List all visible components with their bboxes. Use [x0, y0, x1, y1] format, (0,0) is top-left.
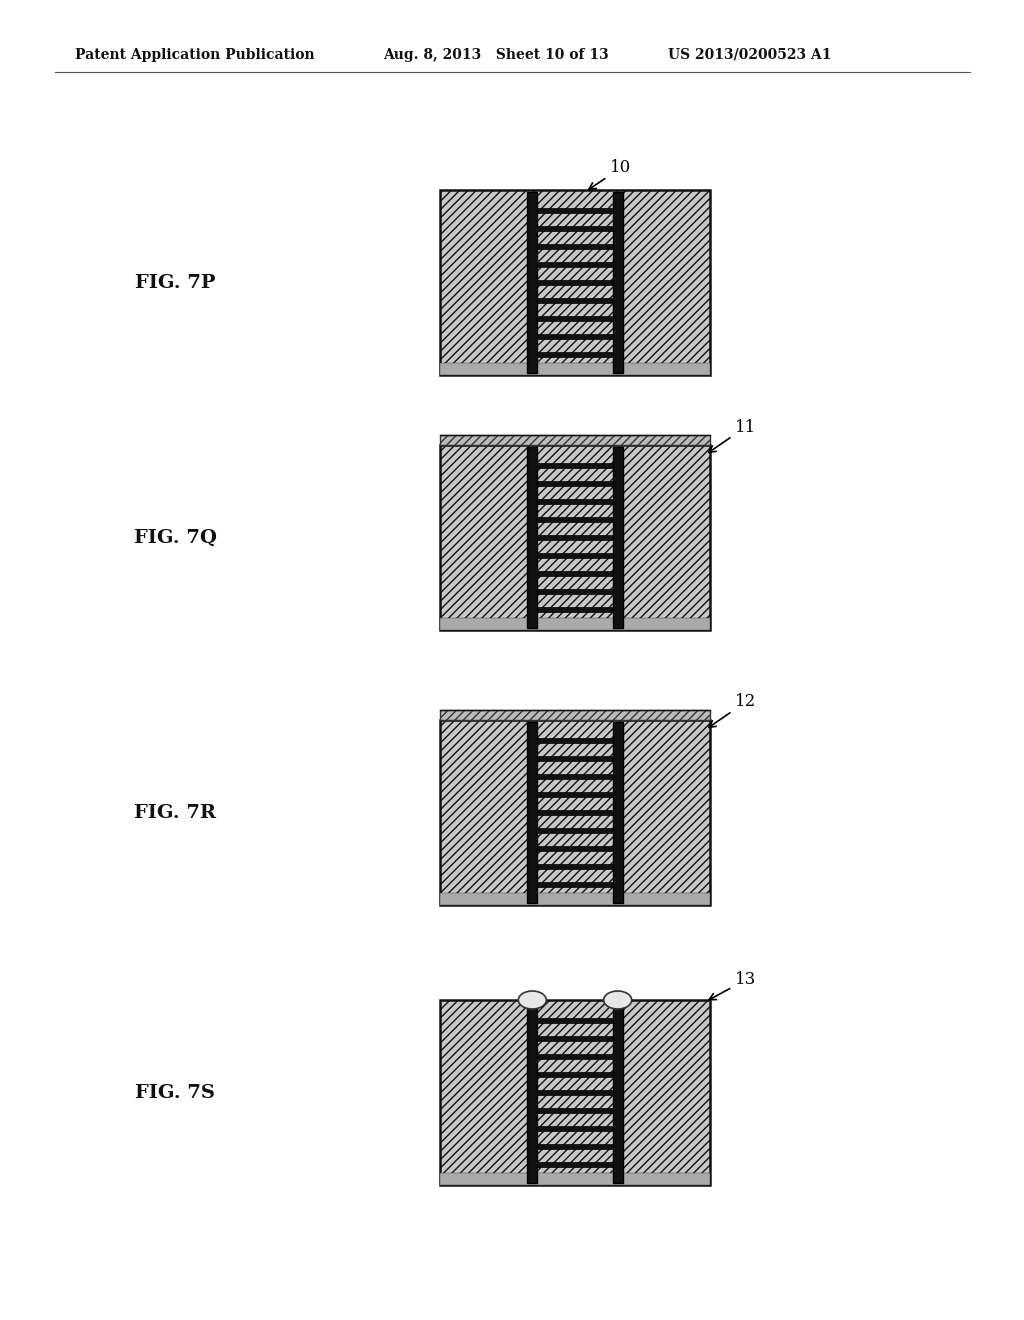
Bar: [440, 710, 710, 719]
Text: 12: 12: [709, 693, 757, 727]
Bar: [612, 1002, 623, 1183]
Text: FIG. 7P: FIG. 7P: [135, 273, 215, 292]
Bar: [440, 436, 710, 445]
Bar: [538, 352, 612, 358]
Bar: [440, 445, 710, 630]
Bar: [538, 334, 612, 339]
Text: 11: 11: [709, 418, 757, 453]
Bar: [440, 445, 710, 630]
Bar: [538, 1018, 612, 1023]
Bar: [440, 363, 710, 375]
Bar: [440, 1001, 710, 1185]
Text: Aug. 8, 2013   Sheet 10 of 13: Aug. 8, 2013 Sheet 10 of 13: [383, 48, 608, 62]
Bar: [538, 207, 612, 213]
Bar: [612, 191, 623, 374]
Text: Patent Application Publication: Patent Application Publication: [75, 48, 314, 62]
Bar: [538, 535, 612, 540]
Bar: [440, 618, 710, 630]
Bar: [538, 261, 612, 267]
Bar: [527, 1002, 538, 1183]
Text: FIG. 7R: FIG. 7R: [134, 804, 216, 821]
Bar: [538, 1163, 612, 1167]
Bar: [538, 572, 612, 577]
Text: FIG. 7S: FIG. 7S: [135, 1084, 215, 1101]
Bar: [538, 462, 612, 467]
Bar: [538, 226, 612, 231]
Text: 10: 10: [589, 160, 631, 189]
Bar: [538, 517, 612, 521]
Bar: [538, 1053, 612, 1059]
Ellipse shape: [518, 991, 547, 1008]
Bar: [538, 792, 612, 797]
Bar: [440, 190, 710, 375]
Bar: [538, 280, 612, 285]
Bar: [440, 1001, 710, 1185]
Text: 13: 13: [709, 972, 757, 999]
Bar: [538, 810, 612, 814]
Bar: [440, 710, 710, 719]
Bar: [527, 447, 538, 628]
Bar: [538, 1126, 612, 1131]
Bar: [612, 447, 623, 628]
Bar: [527, 722, 538, 903]
Bar: [440, 719, 710, 906]
Text: FIG. 7Q: FIG. 7Q: [133, 528, 216, 546]
Bar: [538, 1036, 612, 1040]
Bar: [440, 436, 710, 445]
Bar: [538, 298, 612, 304]
Bar: [538, 480, 612, 486]
Bar: [538, 244, 612, 248]
Bar: [527, 191, 538, 374]
Bar: [612, 722, 623, 903]
Bar: [440, 894, 710, 906]
Bar: [538, 1144, 612, 1150]
Bar: [538, 589, 612, 594]
Bar: [538, 774, 612, 779]
Bar: [538, 755, 612, 760]
Bar: [538, 1090, 612, 1096]
Bar: [538, 738, 612, 743]
Bar: [440, 719, 710, 906]
Bar: [440, 190, 710, 375]
Bar: [538, 499, 612, 504]
Bar: [440, 618, 710, 630]
Bar: [440, 1173, 710, 1185]
Ellipse shape: [604, 991, 632, 1008]
Bar: [538, 882, 612, 887]
Bar: [538, 865, 612, 870]
Bar: [440, 1173, 710, 1185]
Bar: [538, 607, 612, 612]
Bar: [538, 1072, 612, 1077]
Bar: [440, 894, 710, 906]
Text: US 2013/0200523 A1: US 2013/0200523 A1: [668, 48, 831, 62]
Bar: [538, 1107, 612, 1113]
Bar: [538, 828, 612, 833]
Bar: [538, 317, 612, 321]
Bar: [440, 363, 710, 375]
Bar: [538, 553, 612, 558]
Bar: [538, 846, 612, 851]
